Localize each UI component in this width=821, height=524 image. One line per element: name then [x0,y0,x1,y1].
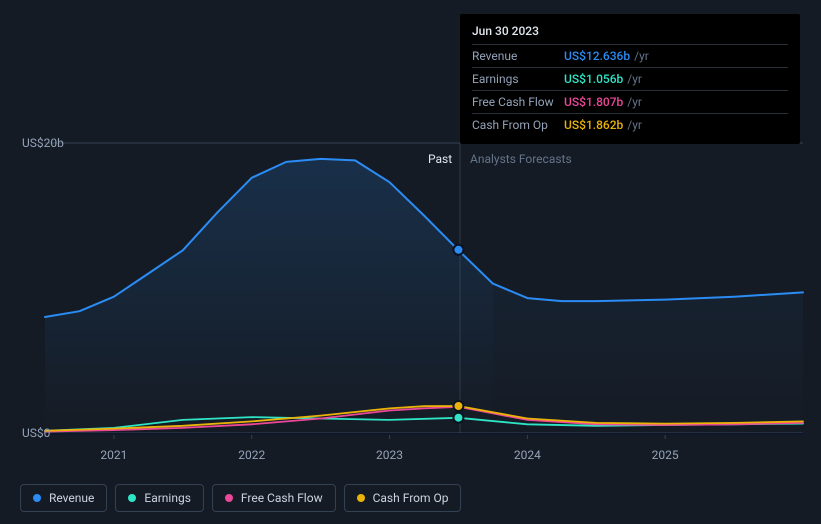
y-axis-label-0: US$0 [22,426,50,440]
tooltip-row-name: Revenue [472,49,564,63]
legend-label: Revenue [49,491,94,505]
legend-toggle-revenue[interactable]: Revenue [20,484,107,512]
tooltip-row-unit: /yr [634,49,649,63]
tooltip-row: Free Cash FlowUS$1.807b/yr [472,90,788,113]
x-axis-label: 2022 [238,448,265,462]
tooltip-row: Cash From OpUS$1.862b/yr [472,113,788,136]
hover-tooltip: Jun 30 2023 RevenueUS$12.636b/yrEarnings… [460,14,800,144]
legend-dot-icon [33,494,41,502]
y-axis-label-1: US$20b [22,136,64,150]
tooltip-row-unit: /yr [627,72,642,86]
tooltip-row: EarningsUS$1.056b/yr [472,67,788,90]
tooltip-row-name: Free Cash Flow [472,95,564,109]
legend-dot-icon [225,494,233,502]
legend-toggle-earnings[interactable]: Earnings [115,484,204,512]
x-axis-label: 2023 [376,448,403,462]
tooltip-row-value: US$12.636b [564,49,630,63]
tooltip-row-unit: /yr [627,118,642,132]
legend-dot-icon [357,494,365,502]
tooltip-row-name: Earnings [472,72,564,86]
tooltip-row-unit: /yr [627,95,642,109]
legend-toggle-fcf[interactable]: Free Cash Flow [212,484,336,512]
tooltip-row-value: US$1.807b [564,95,623,109]
legend-label: Cash From Op [373,491,449,505]
legend-dot-icon [128,494,136,502]
hover-marker-cfo [453,401,463,411]
tooltip-row: RevenueUS$12.636b/yr [472,44,788,67]
chart-legend: Revenue Earnings Free Cash Flow Cash From O… [20,484,461,512]
legend-toggle-cfo[interactable]: Cash From Op [344,484,462,512]
section-label-future: Analysts Forecasts [470,152,572,166]
legend-label: Earnings [144,491,191,505]
tooltip-row-value: US$1.056b [564,72,623,86]
tooltip-row-value: US$1.862b [564,118,623,132]
revenue-area-past [45,159,493,433]
x-axis-label: 2025 [652,448,679,462]
legend-label: Free Cash Flow [241,491,323,505]
hover-marker-earnings [453,413,463,423]
section-label-past: Past [428,152,452,166]
revenue-area-future [493,284,803,433]
x-axis-label: 2024 [514,448,541,462]
x-axis-label: 2021 [100,448,127,462]
chart-container: US$0 US$20b Past Analysts Forecasts 2021… [0,0,821,524]
tooltip-date: Jun 30 2023 [472,24,788,38]
hover-marker-revenue [453,245,463,255]
tooltip-row-name: Cash From Op [472,118,564,132]
